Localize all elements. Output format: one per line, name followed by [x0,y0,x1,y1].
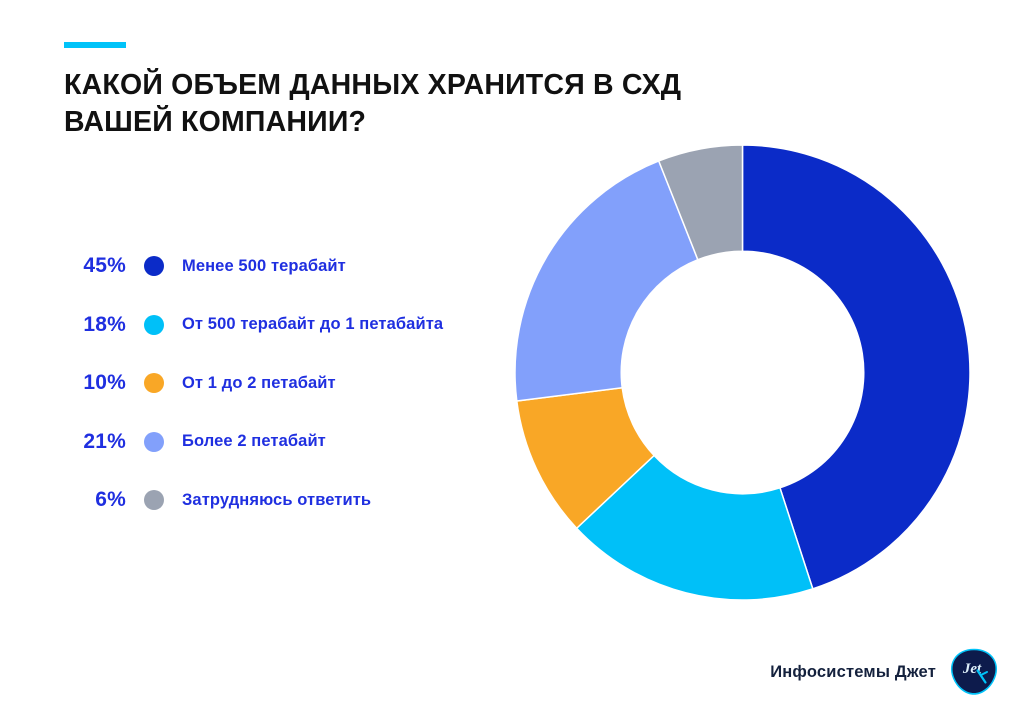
donut-slices [515,145,970,600]
jet-logo-icon: Jet [950,648,998,695]
donut-slice[interactable] [515,160,699,402]
legend-swatch-icon [144,373,164,393]
brand-lockup: Инфосистемы Джет Jet [770,648,998,696]
donut-slice[interactable] [575,454,814,600]
legend-item-0[interactable]: 45% Менее 500 терабайт [56,246,506,286]
legend-label: От 1 до 2 петабайт [182,373,336,392]
legend-item-1[interactable]: 18% От 500 терабайт до 1 петабайта [56,305,506,345]
donut-chart [515,145,970,600]
legend-percent: 21% [83,429,126,453]
page-title: КАКОЙ ОБЪЕМ ДАННЫХ ХРАНИТСЯ В СХД ВАШЕЙ … [64,69,682,139]
donut-slice[interactable] [741,145,971,590]
legend-label: Затрудняюсь ответить [182,490,372,509]
legend-percent: 10% [83,371,126,394]
legend-item-3[interactable]: 21% Более 2 петабайт [56,422,506,462]
legend-label: Более 2 петабайт [182,432,326,450]
accent-bar [64,42,126,48]
legend-swatch-icon [144,256,164,276]
jet-logo-text: Jet [962,661,982,677]
legend-swatch-icon [144,431,164,452]
jet-logo-swoosh [976,669,987,684]
legend-percent: 45% [83,254,126,277]
legend-item-4[interactable]: 6% Затрудняюсь ответить [56,480,506,520]
legend-label: От 500 терабайт до 1 петабайта [182,315,444,333]
chart-legend: 45% Менее 500 терабайт 18% От 500 тераба… [56,246,506,520]
legend-label: Менее 500 терабайт [182,256,346,275]
legend-item-2[interactable]: 10% От 1 до 2 петабайт [56,363,506,403]
legend-percent: 18% [83,312,126,336]
brand-name: Инфосистемы Джет [770,662,936,681]
jet-logo-swoosh-cross [980,671,988,676]
legend-percent: 6% [95,488,126,511]
donut-chart-svg [515,145,970,600]
legend-swatch-icon [144,490,164,510]
donut-slice[interactable] [657,145,744,261]
legend-swatch-icon [144,314,164,335]
title-block: КАКОЙ ОБЪЕМ ДАННЫХ ХРАНИТСЯ В СХД ВАШЕЙ … [64,42,744,141]
